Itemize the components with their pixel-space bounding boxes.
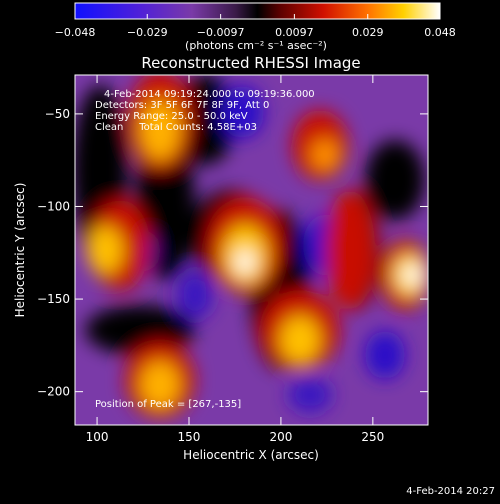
colorbar-tick-label: 0.048 bbox=[424, 26, 456, 39]
info-energy-range: Energy Range: 25.0 - 50.0 keV bbox=[95, 111, 248, 122]
y-tick-label: −200 bbox=[37, 385, 70, 399]
heatmap-features bbox=[75, 75, 428, 418]
negative-lobe bbox=[365, 331, 405, 379]
negative-lobe bbox=[220, 86, 264, 138]
negative-lobe bbox=[177, 271, 213, 319]
colorbar-tick-label: −0.048 bbox=[55, 26, 96, 39]
heatmap bbox=[75, 75, 428, 425]
colorbar-ticks: −0.048 −0.029 −0.0097 0.0097 0.029 0.048 bbox=[55, 14, 456, 39]
negative-lobe bbox=[288, 377, 332, 413]
colorbar-tick-label: 0.0097 bbox=[275, 26, 314, 39]
x-tick-label: 150 bbox=[178, 430, 201, 444]
colorbar-gradient bbox=[74, 2, 441, 20]
x-tick-label: 100 bbox=[86, 430, 109, 444]
x-tick-label: 200 bbox=[269, 430, 292, 444]
bright-lobe bbox=[87, 226, 123, 274]
colorbar-tick-label: 0.029 bbox=[352, 26, 384, 39]
plot-frame bbox=[74, 74, 429, 426]
bright-lobe bbox=[140, 100, 180, 160]
positive-lobe bbox=[325, 190, 375, 310]
colorbar: −0.048 −0.029 −0.0097 0.0097 0.029 0.048 (pho… bbox=[55, 2, 456, 52]
chart-title: Reconstructed RHESSI Image bbox=[141, 54, 360, 72]
peak-position-label: Position of Peak = [267,-135] bbox=[95, 399, 241, 410]
info-detectors: Detectors: 3F 5F 6F 7F 8F 9F, Att 0 bbox=[95, 100, 269, 111]
dark-ridge bbox=[365, 140, 425, 220]
peak-core bbox=[236, 250, 254, 274]
colorbar-tick-label: −0.0097 bbox=[197, 26, 245, 39]
x-tick-label: 250 bbox=[361, 430, 384, 444]
info-annotation: 4-Feb-2014 09:19:24.000 to 09:19:36.000 … bbox=[95, 89, 315, 133]
bright-lobe bbox=[140, 361, 180, 409]
info-time-range: 4-Feb-2014 09:19:24.000 to 09:19:36.000 bbox=[104, 89, 315, 100]
dark-ridge bbox=[85, 305, 195, 355]
y-tick-label: −100 bbox=[37, 199, 70, 213]
footer-timestamp: 4-Feb-2014 20:27 bbox=[406, 486, 495, 497]
x-axis-label: Heliocentric X (arcsec) bbox=[183, 448, 319, 462]
dark-ridge bbox=[175, 75, 235, 165]
colorbar-tick-label: −0.029 bbox=[127, 26, 168, 39]
peak-core bbox=[403, 264, 421, 286]
bright-lobe bbox=[311, 139, 339, 171]
info-clean-counts: Clean Total Counts: 4.58E+03 bbox=[95, 122, 257, 133]
colorbar-unit-label: (photons cm⁻² s⁻¹ asec⁻²) bbox=[185, 39, 327, 52]
bright-lobe bbox=[280, 316, 320, 364]
y-tick-label: −150 bbox=[37, 292, 70, 306]
axis-ticks: 100 150 200 250 −50 −100 −150 −200 bbox=[37, 75, 428, 444]
y-tick-label: −50 bbox=[45, 107, 70, 121]
y-axis-label: Heliocentric Y (arcsec) bbox=[13, 183, 27, 318]
